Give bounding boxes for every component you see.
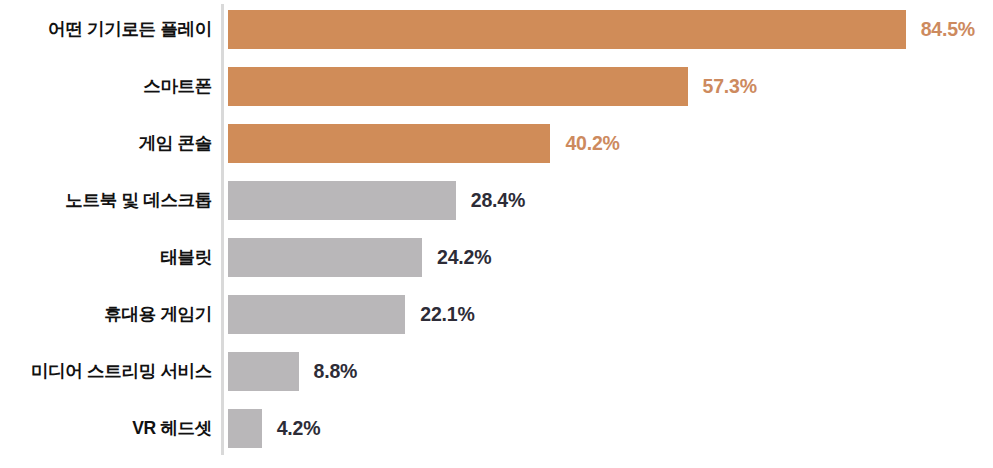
bar (228, 181, 456, 220)
bar-row: 스마트폰 57.3% (0, 58, 993, 115)
bar (228, 124, 550, 163)
bar (228, 10, 906, 49)
value-label: 8.8% (314, 360, 358, 383)
category-label: 미디어 스트리밍 서비스 (0, 361, 212, 381)
value-label: 4.2% (277, 417, 321, 440)
value-label: 84.5% (921, 18, 975, 41)
plot-area: 4.2% (228, 409, 993, 448)
value-label: 22.1% (420, 303, 474, 326)
category-label: 게임 콘솔 (0, 133, 212, 153)
bar (228, 295, 405, 334)
value-label: 28.4% (471, 189, 525, 212)
bar (228, 409, 262, 448)
bar-row: VR 헤드셋 4.2% (0, 400, 993, 457)
value-label: 57.3% (703, 75, 757, 98)
category-label: VR 헤드셋 (0, 418, 212, 438)
bar-row: 어떤 기기로든 플레이 84.5% (0, 1, 993, 58)
bar (228, 238, 422, 277)
plot-area: 8.8% (228, 352, 993, 391)
bar-row: 미디어 스트리밍 서비스 8.8% (0, 343, 993, 400)
category-label: 태블릿 (0, 247, 212, 267)
value-label: 24.2% (437, 246, 491, 269)
plot-area: 22.1% (228, 295, 993, 334)
plot-area: 28.4% (228, 181, 993, 220)
bar (228, 352, 299, 391)
bar-row: 태블릿 24.2% (0, 229, 993, 286)
category-label: 스마트폰 (0, 76, 212, 96)
value-label: 40.2% (565, 132, 619, 155)
category-label: 어떤 기기로든 플레이 (0, 19, 212, 39)
category-label: 휴대용 게임기 (0, 304, 212, 324)
bar-row: 게임 콘솔 40.2% (0, 115, 993, 172)
plot-area: 40.2% (228, 124, 993, 163)
plot-area: 24.2% (228, 238, 993, 277)
bar-chart: 어떤 기기로든 플레이 84.5% 스마트폰 57.3% 게임 콘솔 40.2%… (0, 0, 993, 468)
chart-rows: 어떤 기기로든 플레이 84.5% 스마트폰 57.3% 게임 콘솔 40.2%… (0, 0, 993, 457)
plot-area: 84.5% (228, 10, 993, 49)
bar-row: 휴대용 게임기 22.1% (0, 286, 993, 343)
category-label: 노트북 및 데스크톱 (0, 190, 212, 210)
plot-area: 57.3% (228, 67, 993, 106)
bar (228, 67, 688, 106)
bar-row: 노트북 및 데스크톱 28.4% (0, 172, 993, 229)
